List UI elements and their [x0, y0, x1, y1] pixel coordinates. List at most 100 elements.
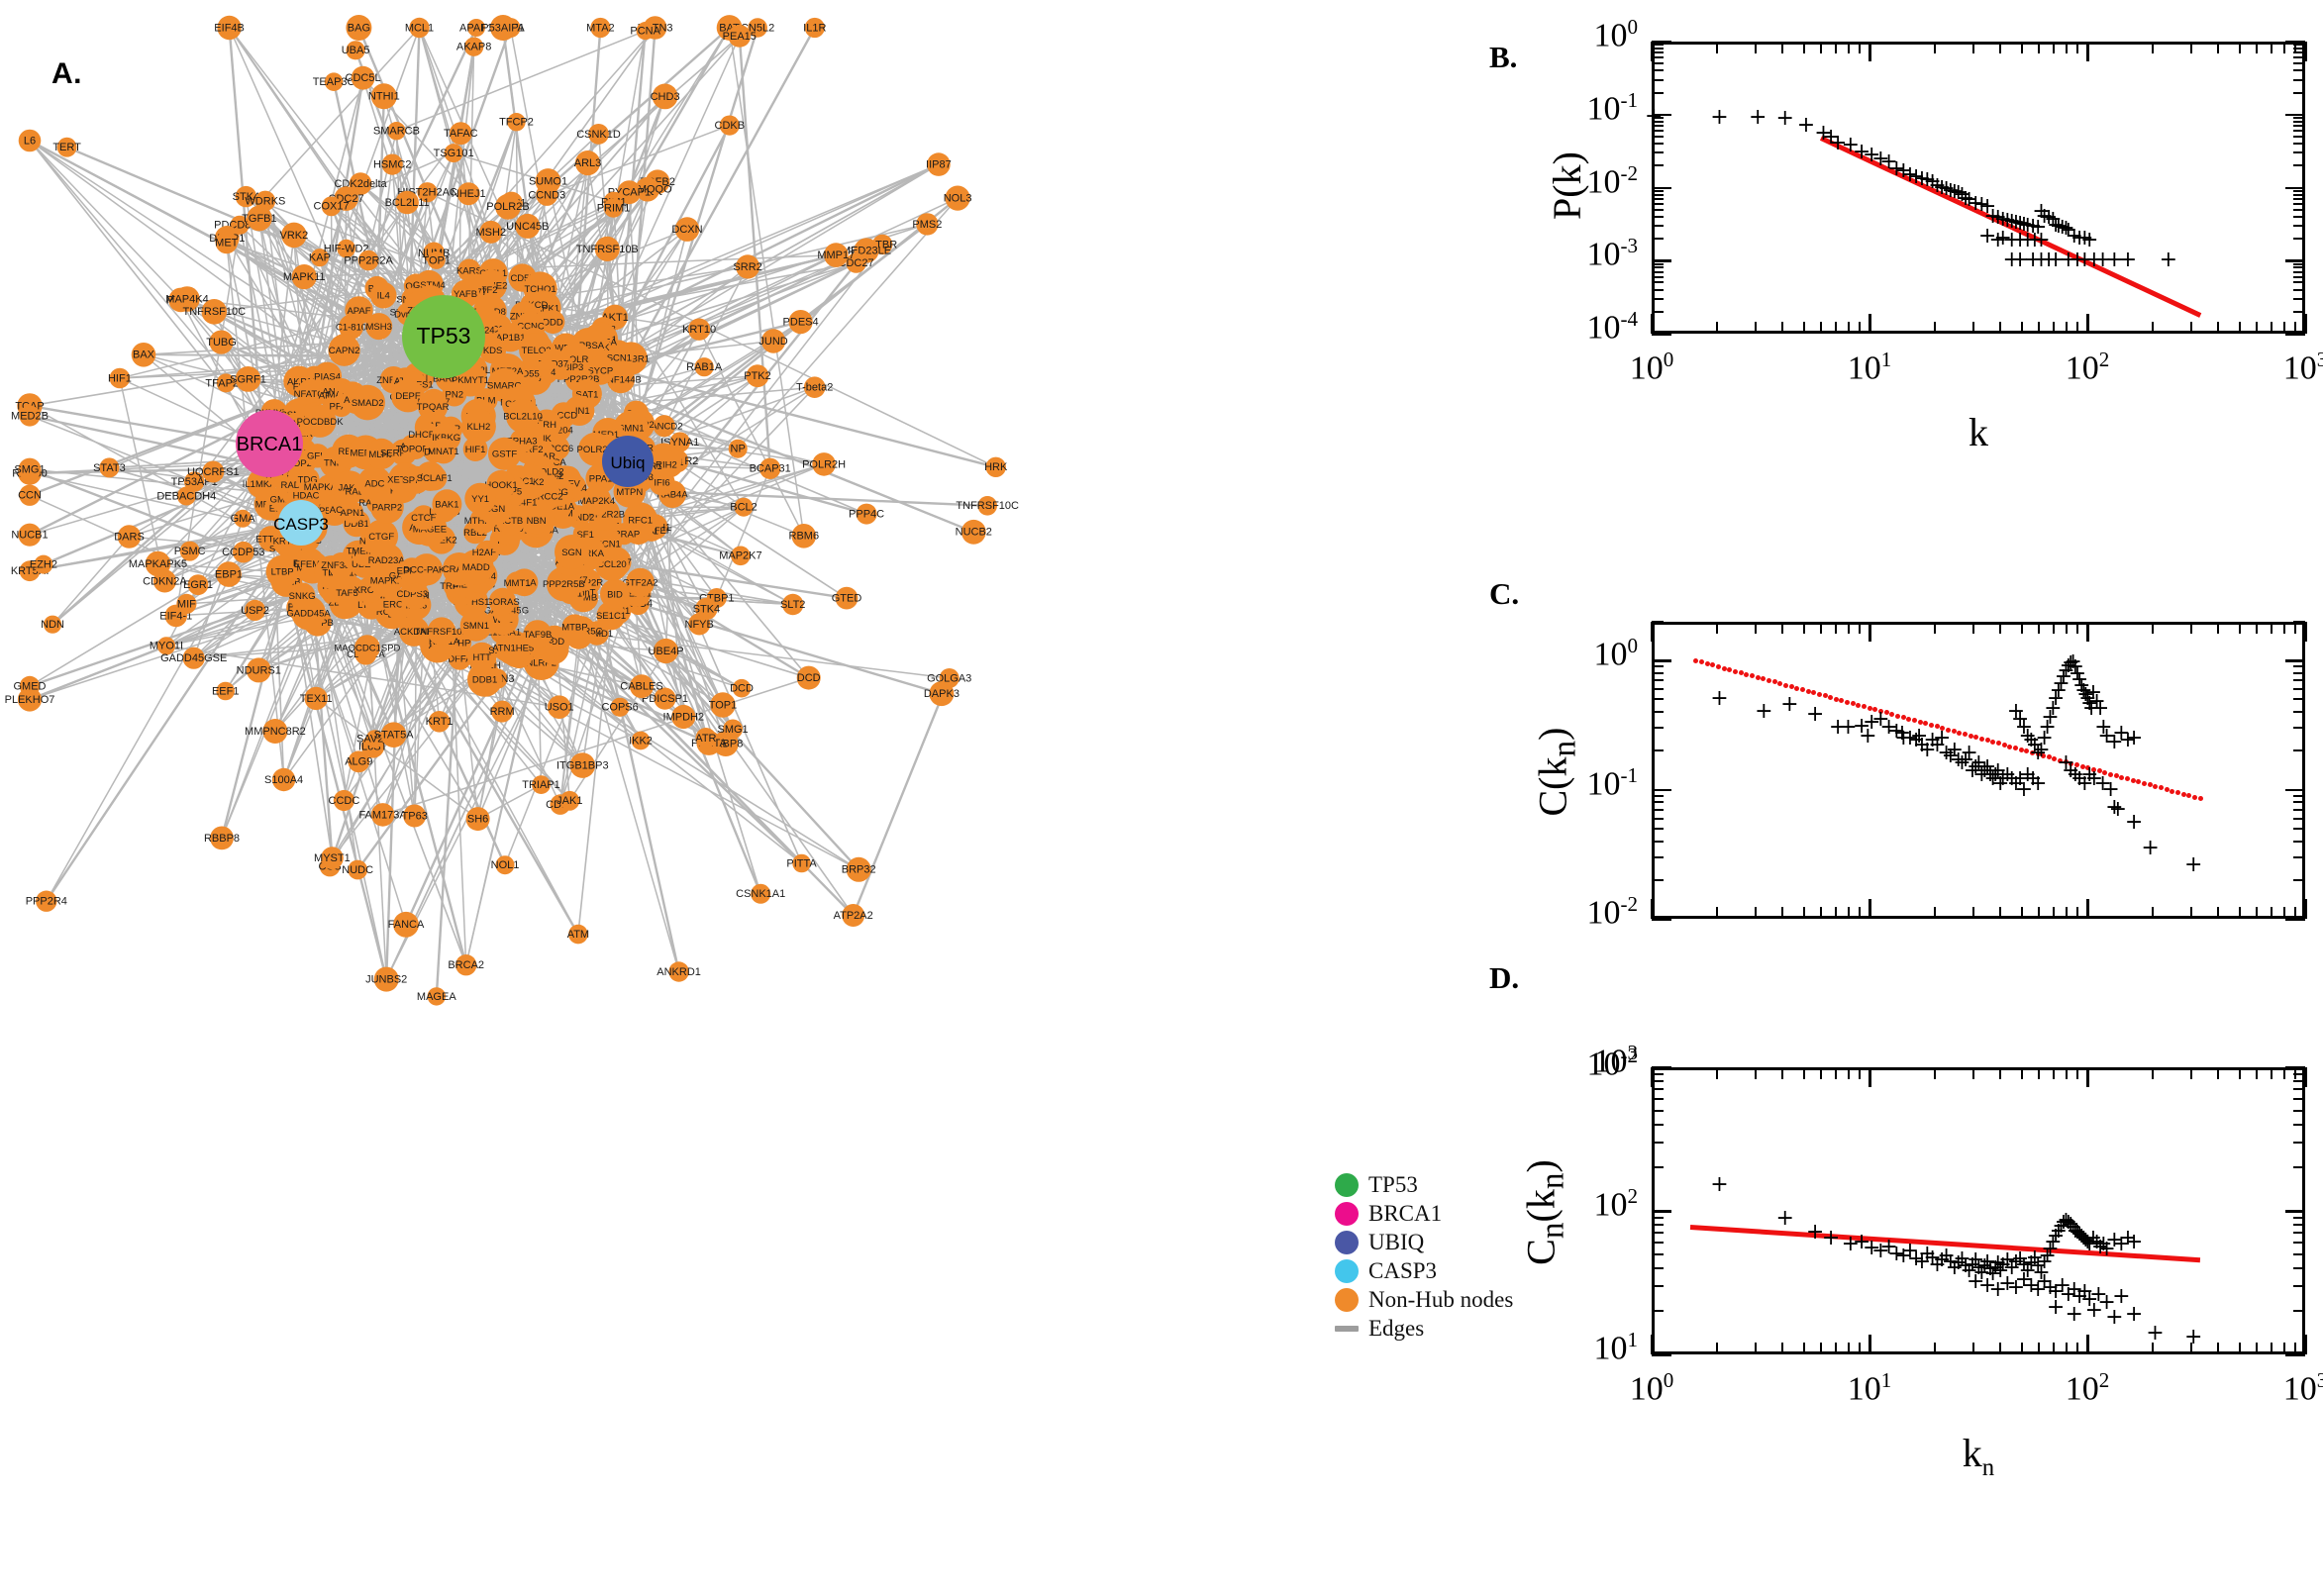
network-node[interactable] [234, 509, 252, 528]
network-node[interactable] [457, 258, 481, 282]
network-node[interactable] [411, 505, 437, 531]
network-node[interactable] [354, 635, 380, 661]
network-node[interactable] [210, 826, 234, 850]
network-node[interactable] [751, 883, 771, 904]
network-node[interactable] [217, 15, 242, 41]
network-node[interactable] [235, 366, 261, 392]
network-node[interactable] [427, 617, 456, 646]
network-node[interactable] [346, 15, 372, 41]
network-node[interactable] [803, 376, 826, 399]
hub-node-ubiq[interactable] [602, 436, 654, 487]
network-node[interactable] [960, 519, 986, 545]
network-node[interactable] [488, 587, 517, 616]
network-node[interactable] [731, 546, 751, 566]
network-node[interactable] [916, 213, 939, 236]
network-node[interactable] [719, 115, 740, 136]
network-node[interactable] [626, 567, 655, 597]
network-node[interactable] [442, 381, 467, 407]
network-node[interactable] [348, 859, 368, 880]
network-node[interactable] [523, 507, 551, 535]
network-node[interactable] [523, 620, 553, 648]
network-node[interactable] [321, 847, 344, 870]
network-node[interactable] [796, 665, 821, 690]
network-node[interactable] [505, 571, 529, 595]
network-node[interactable] [341, 501, 364, 524]
network-node[interactable] [56, 137, 77, 157]
network-node[interactable] [152, 569, 176, 593]
hub-node-casp3[interactable] [278, 500, 324, 546]
network-node[interactable] [369, 281, 397, 309]
network-node[interactable] [18, 457, 42, 481]
network-node[interactable] [687, 318, 711, 341]
network-node[interactable] [244, 599, 266, 622]
network-node[interactable] [370, 83, 397, 110]
hub-node-brca1[interactable] [236, 410, 303, 477]
network-node[interactable] [432, 489, 462, 520]
network-node[interactable] [505, 399, 541, 434]
network-node[interactable] [559, 790, 580, 811]
network-node[interactable] [710, 692, 736, 718]
network-node[interactable] [19, 405, 41, 427]
network-node[interactable] [246, 657, 271, 683]
network-node[interactable] [216, 681, 235, 701]
network-node[interactable] [490, 15, 516, 41]
network-node[interactable] [594, 236, 620, 261]
network-node[interactable] [929, 681, 955, 707]
network-node[interactable] [463, 37, 484, 56]
network-node[interactable] [945, 185, 970, 211]
network-node[interactable] [654, 687, 676, 710]
hub-node-tp53[interactable] [402, 295, 485, 378]
network-node[interactable] [233, 541, 254, 563]
network-node[interactable] [631, 731, 651, 750]
network-node[interactable] [202, 460, 225, 483]
network-node[interactable] [201, 299, 228, 325]
network-node[interactable] [179, 541, 200, 561]
network-node[interactable] [464, 482, 496, 515]
network-node[interactable] [723, 719, 743, 740]
network-node[interactable] [350, 384, 386, 421]
network-node[interactable] [532, 775, 551, 794]
network-node[interactable] [495, 855, 515, 875]
network-node[interactable] [846, 856, 871, 882]
network-node[interactable] [265, 554, 299, 588]
network-node[interactable] [209, 330, 234, 354]
network-node[interactable] [357, 249, 379, 271]
network-node[interactable] [695, 728, 717, 748]
network-node[interactable] [671, 704, 696, 730]
network-node[interactable] [18, 129, 42, 152]
network-node[interactable] [235, 185, 257, 208]
network-node[interactable] [427, 987, 446, 1006]
network-node[interactable] [574, 150, 601, 176]
network-node[interactable] [536, 183, 558, 206]
network-node[interactable] [487, 437, 522, 470]
network-node[interactable] [846, 252, 866, 273]
network-node[interactable] [736, 254, 760, 279]
network-node[interactable] [652, 83, 678, 110]
network-node[interactable] [44, 615, 62, 634]
network-node[interactable] [349, 172, 372, 196]
network-node[interactable] [585, 355, 615, 385]
network-node[interactable] [182, 647, 205, 669]
network-node[interactable] [782, 593, 804, 616]
network-node[interactable] [788, 310, 813, 335]
network-node[interactable] [985, 456, 1006, 477]
network-node[interactable] [835, 586, 858, 610]
network-node[interactable] [804, 17, 825, 39]
network-node[interactable] [348, 750, 370, 773]
network-node[interactable] [746, 364, 769, 388]
network-node[interactable] [555, 535, 589, 569]
network-node[interactable] [365, 313, 393, 341]
network-node[interactable] [734, 497, 754, 517]
network-node[interactable] [409, 17, 430, 39]
network-node[interactable] [291, 264, 317, 290]
network-node[interactable] [541, 310, 565, 335]
network-node[interactable] [491, 700, 514, 723]
network-node[interactable] [635, 176, 660, 202]
network-node[interactable] [156, 637, 176, 655]
network-node[interactable] [304, 686, 328, 711]
network-node[interactable] [455, 954, 477, 976]
network-node[interactable] [759, 457, 781, 479]
network-node[interactable] [303, 404, 337, 438]
network-node[interactable] [19, 675, 41, 697]
network-node[interactable] [403, 804, 427, 828]
